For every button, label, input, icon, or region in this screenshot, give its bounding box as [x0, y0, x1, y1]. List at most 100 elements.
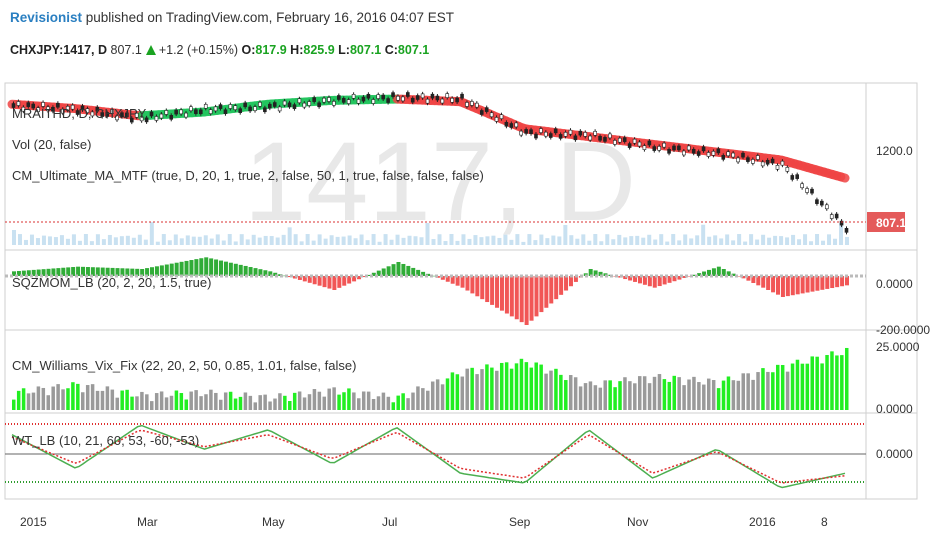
sqz-tick-neg200: -200.0000 — [876, 323, 930, 337]
vix-bar — [41, 387, 46, 410]
vix-bar — [169, 395, 174, 410]
volume-bar — [503, 234, 508, 245]
vix-bar — [56, 384, 60, 410]
sqz-bar — [189, 260, 194, 276]
volume-bar — [815, 234, 820, 245]
volume-bar — [23, 239, 28, 245]
candle-body — [455, 97, 459, 103]
sqz-bar — [366, 274, 371, 276]
vix-bar — [322, 396, 327, 410]
sqz-bar — [628, 276, 633, 281]
sqz-bar — [347, 276, 352, 284]
sqz-bar — [41, 269, 46, 276]
vix-bar — [529, 367, 534, 410]
sqz-bar — [248, 267, 253, 276]
sqz-bar — [672, 276, 677, 282]
author-link[interactable]: Revisionist — [10, 10, 83, 25]
sqz-bar — [662, 276, 667, 285]
candle-body — [445, 93, 450, 98]
candle-body — [484, 107, 489, 112]
sqz-bar — [130, 268, 135, 276]
publish-line: Revisionist published on TradingView.com… — [10, 10, 454, 25]
high-value: 825.9 — [303, 43, 335, 57]
volume-bar — [221, 240, 226, 245]
vix-bar — [150, 401, 154, 410]
vix-bar — [815, 356, 819, 410]
vix-bar — [509, 368, 514, 410]
candle-body — [691, 148, 696, 154]
candle-body — [509, 123, 514, 128]
sqz-bar — [573, 276, 578, 282]
candle-body — [164, 110, 169, 115]
sqz-bar — [780, 276, 785, 297]
vix-bar — [618, 381, 622, 410]
candle-body — [228, 104, 233, 109]
vix-bar — [608, 380, 612, 410]
sqz-bar — [470, 276, 475, 294]
volume-bar — [299, 241, 304, 245]
sqz-bar — [499, 276, 504, 311]
candle-body — [805, 188, 809, 193]
volume-bar — [203, 235, 208, 245]
volume-bar — [731, 240, 736, 245]
vix-bar — [361, 391, 366, 410]
volume-bar — [485, 236, 490, 245]
candle-body — [834, 213, 839, 219]
vix-bar — [61, 389, 65, 410]
candle-body — [701, 146, 706, 152]
volume-bar — [455, 240, 460, 245]
candle-body — [366, 93, 371, 99]
sqz-bar — [820, 276, 825, 290]
sqz-bar — [179, 261, 184, 276]
volume-bar — [317, 234, 322, 245]
candle-body — [534, 133, 538, 139]
candle-body — [544, 131, 548, 137]
volume-bar — [161, 234, 166, 245]
sqz-bar — [140, 269, 145, 276]
volume-bar — [287, 227, 292, 245]
candle-body — [208, 109, 213, 114]
candle-body — [844, 228, 849, 233]
vix-bar — [391, 402, 396, 410]
x-tick-2016: 2016 — [749, 515, 776, 529]
sqz-bar — [95, 267, 100, 276]
sqz-bar — [411, 267, 416, 276]
vix-bar — [416, 386, 420, 410]
volume-bar — [83, 234, 88, 245]
volume-bar — [137, 234, 142, 245]
candle-body — [588, 135, 592, 141]
vix-bar — [430, 381, 435, 410]
candle-body — [682, 150, 686, 156]
sqz-bar — [598, 271, 603, 276]
candle-body — [85, 108, 90, 113]
volume-bar — [41, 235, 46, 245]
volume-bar — [557, 236, 562, 245]
candle-body — [272, 102, 277, 107]
candle-body — [494, 117, 499, 122]
volume-bar — [821, 240, 826, 245]
candle-body — [608, 133, 612, 139]
sqz-bar — [219, 260, 224, 276]
sqz-bar — [746, 276, 751, 281]
volume-bar — [401, 237, 406, 245]
sqz-bar — [297, 276, 302, 280]
volume-bar — [779, 236, 784, 245]
sqz-bar — [391, 264, 396, 276]
volume-bar — [107, 234, 112, 245]
vix-bar — [554, 368, 558, 410]
volume-bar — [413, 236, 418, 245]
sqz-bar — [455, 276, 460, 286]
volume-bar — [659, 234, 664, 245]
sqz-bar — [736, 276, 741, 277]
wt2-line — [11, 429, 846, 484]
volume-bar — [293, 234, 298, 245]
vix-bar — [549, 370, 553, 410]
vix-bar — [775, 364, 780, 410]
vix-bar — [470, 367, 474, 410]
candle-body — [184, 112, 188, 118]
sqz-bar — [85, 267, 90, 276]
candle-body — [203, 104, 208, 109]
volume-bar — [827, 234, 832, 245]
vix-bar — [317, 391, 322, 410]
